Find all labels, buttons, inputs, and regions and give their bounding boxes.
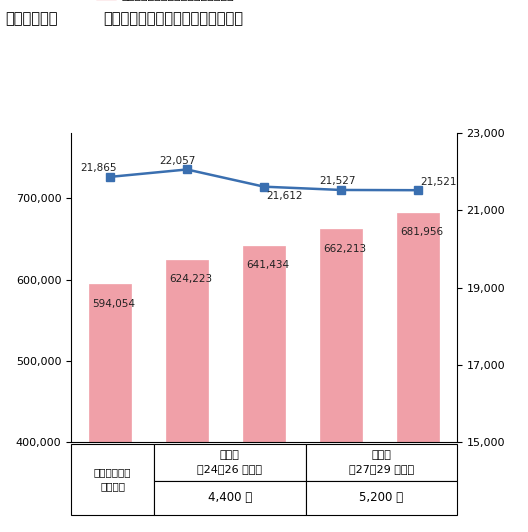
Text: 21,521: 21,521 — [420, 177, 457, 187]
Bar — [89, 285, 131, 532]
Text: 21,612: 21,612 — [266, 191, 303, 201]
Text: 【グラフ２】: 【グラフ２】 — [5, 11, 58, 26]
Text: 第５期
（24～26 年度）: 第５期 （24～26 年度） — [197, 450, 262, 474]
Text: 21,527: 21,527 — [319, 177, 356, 187]
Text: 5,200 円: 5,200 円 — [359, 491, 403, 504]
Bar — [306, 444, 457, 481]
Text: 681,956: 681,956 — [400, 228, 443, 237]
Text: 662,213: 662,213 — [323, 244, 366, 254]
Legend: 第１号被保険者１人当たり給付費（円）, 保険給付費＋地域支援事業費（万円）: 第１号被保険者１人当たり給付費（円）, 保険給付費＋地域支援事業費（万円） — [96, 0, 241, 1]
Text: 21,865: 21,865 — [81, 163, 117, 173]
Bar — [306, 481, 457, 514]
Text: 保険料基準額
（月額）: 保険料基準額 （月額） — [94, 467, 131, 491]
Bar — [154, 444, 306, 481]
Bar — [320, 229, 362, 532]
Bar — [71, 444, 154, 514]
Text: 594,054: 594,054 — [92, 299, 135, 309]
Bar — [243, 246, 285, 532]
Text: 22,057: 22,057 — [159, 155, 196, 165]
Text: 624,223: 624,223 — [169, 275, 212, 285]
Text: 保険給付費・地域支援事業費の推移: 保険給付費・地域支援事業費の推移 — [103, 11, 243, 26]
Bar — [154, 481, 306, 514]
Text: 第６期
（27～29 年度）: 第６期 （27～29 年度） — [348, 450, 414, 474]
Text: 641,434: 641,434 — [246, 261, 289, 270]
Bar — [397, 213, 439, 532]
Text: 4,400 円: 4,400 円 — [208, 491, 252, 504]
Bar — [166, 260, 208, 532]
